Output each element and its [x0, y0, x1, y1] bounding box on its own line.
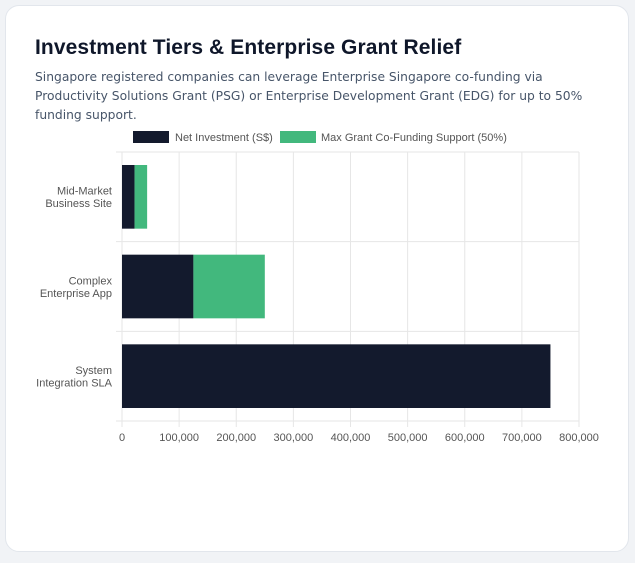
x-tick-label: 500,000 — [388, 432, 428, 444]
bar-grant-support — [193, 254, 265, 319]
x-tick-label: 600,000 — [445, 432, 485, 444]
legend-label-1: Net Investment (S$) — [175, 132, 273, 144]
page-title: Investment Tiers & Enterprise Grant Reli… — [35, 36, 462, 59]
bar-net-investment — [122, 165, 135, 229]
y-category-label: System — [75, 365, 112, 377]
x-tick-label: 400,000 — [331, 432, 371, 444]
bar-net-investment — [122, 344, 551, 408]
x-tick-label: 700,000 — [502, 432, 542, 444]
y-category-label: Integration SLA — [36, 377, 112, 389]
y-category-label: Business Site — [45, 198, 112, 210]
legend-swatch-1 — [133, 131, 169, 143]
y-category-label: Mid-Market — [57, 186, 112, 198]
y-category-label: Enterprise App — [40, 288, 112, 300]
page-subtitle: Singapore registered companies can lever… — [35, 70, 583, 122]
x-tick-label: 300,000 — [273, 432, 313, 444]
legend-swatch-2 — [280, 131, 316, 143]
chart-card: Investment Tiers & Enterprise Grant Reli… — [5, 5, 629, 552]
bar-net-investment — [122, 254, 194, 319]
x-tick-label: 100,000 — [159, 432, 199, 444]
x-tick-label: 800,000 — [559, 432, 599, 444]
y-category-label: Complex — [69, 275, 113, 287]
bar-grant-support — [134, 165, 148, 229]
x-tick-label: 0 — [119, 432, 125, 444]
legend-label-2: Max Grant Co-Funding Support (50%) — [321, 132, 507, 144]
x-tick-label: 200,000 — [216, 432, 256, 444]
